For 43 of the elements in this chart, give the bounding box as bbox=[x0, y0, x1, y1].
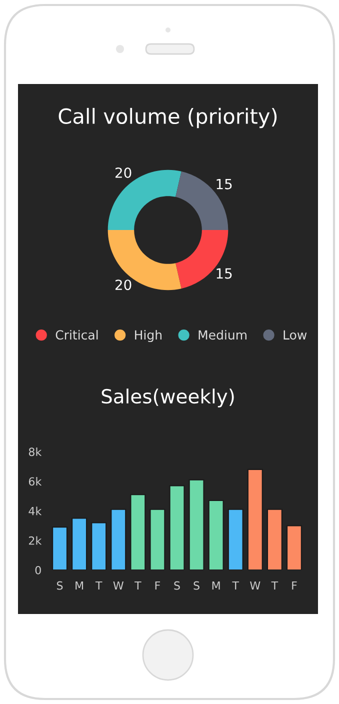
donut-slice bbox=[108, 230, 182, 290]
legend-label: Critical bbox=[56, 330, 98, 340]
x-tick-label: S bbox=[194, 581, 200, 590]
x-tick-label: T bbox=[232, 581, 240, 590]
donut-slice bbox=[108, 170, 182, 230]
x-tick-label: T bbox=[271, 581, 278, 590]
bar bbox=[52, 526, 68, 570]
bar bbox=[188, 479, 204, 570]
bar bbox=[286, 525, 302, 570]
bar bbox=[228, 508, 244, 570]
x-tick-label: W bbox=[250, 581, 260, 590]
bar bbox=[150, 508, 166, 570]
legend-label: Low bbox=[284, 330, 307, 340]
x-tick-label: W bbox=[113, 581, 124, 590]
bar bbox=[110, 508, 126, 570]
data-label: 15 bbox=[216, 268, 232, 279]
y-tick-label: 4k bbox=[28, 506, 42, 516]
data-label: 20 bbox=[115, 167, 132, 178]
x-tick-label: M bbox=[212, 581, 220, 590]
chart-title: Sales(weekly) bbox=[102, 388, 234, 408]
x-tick-label: S bbox=[174, 581, 180, 590]
bar bbox=[169, 485, 185, 570]
legend-label: High bbox=[135, 330, 162, 342]
x-tick-label: T bbox=[134, 581, 142, 590]
x-tick-label: S bbox=[56, 581, 63, 590]
data-label: 15 bbox=[216, 179, 232, 190]
bar bbox=[72, 518, 88, 570]
x-tick-label: M bbox=[76, 581, 84, 590]
y-tick-label: 8k bbox=[28, 447, 42, 456]
x-tick-label: F bbox=[292, 581, 297, 590]
legend-label: Medium bbox=[198, 330, 246, 340]
bar bbox=[247, 468, 263, 570]
x-tick-label: F bbox=[155, 581, 160, 590]
y-tick-label: 6k bbox=[28, 477, 42, 486]
bar bbox=[208, 500, 224, 570]
bar bbox=[266, 508, 282, 570]
bar bbox=[130, 494, 146, 570]
y-tick-label: 2k bbox=[28, 536, 42, 545]
y-tick-label: 0 bbox=[35, 566, 41, 574]
data-label: 20 bbox=[115, 280, 132, 290]
x-tick-label: T bbox=[95, 581, 102, 590]
bar bbox=[91, 522, 107, 570]
chart-title: Call volume (priority) bbox=[58, 108, 277, 128]
